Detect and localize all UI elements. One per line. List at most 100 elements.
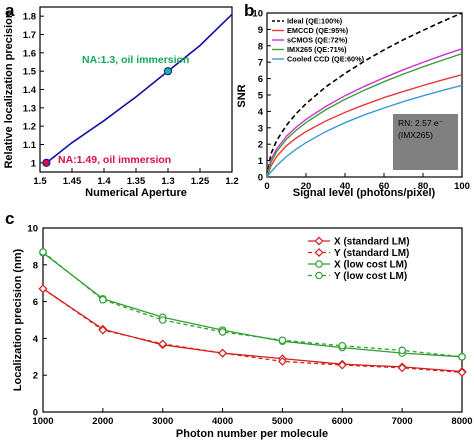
panel-b-ytick-label: 1: [258, 156, 264, 167]
panel-b-legend: Ideal (QE:100%)EMCCD (QE:95%)sCMOS (QE:7…: [272, 17, 365, 64]
panel-b-xtick-label: 80: [418, 181, 429, 192]
na-precision-line: [45, 13, 233, 164]
marker-y-standard-lm: [158, 339, 168, 349]
panel-a-ytick-label: 1.7: [23, 30, 36, 41]
panel-b-ytick-label: 0: [258, 173, 263, 184]
panel-a-ytick-label: 1.1: [23, 140, 37, 151]
panel-b-ytick-label: 8: [258, 41, 263, 52]
panel-a-chart: 1.5 1.45 1.4 1.35 1.3 1.25 1.2 1 1.1 1.2 1.3 1.4 1.5…: [3, 6, 239, 199]
panel-a-xtick-label: 1.4: [97, 176, 111, 187]
annotation-na-1-49: NA:1.49, oil immersion: [58, 154, 171, 166]
marker-y-standard-lm: [397, 363, 407, 373]
panel-a-letter: a: [5, 1, 15, 20]
snr-line-cooled-ccd-qe-60: [266, 84, 463, 178]
panel-b-xtick-label: 60: [379, 181, 390, 192]
panel-a-xtick-label: 1.3: [161, 176, 174, 187]
panel-c-xtick-label: 5000: [272, 416, 293, 427]
panel-c-xtick-label: 6000: [332, 416, 353, 427]
line-x-standard-lm: [42, 288, 463, 373]
marker-y-low-cost-lm: [99, 295, 107, 304]
legend-marker-y-low-cost-lm: [315, 271, 323, 280]
panel-b-xlabel: Signal level (photons/pixel): [293, 187, 436, 199]
marker-y-standard-lm: [277, 356, 287, 366]
panel-b-ytick-label: 3: [258, 123, 263, 134]
legend-label-scmos-qe-72: sCMOS (QE:72%): [287, 36, 348, 45]
legend-label-imx265-qe-71: IMX265 (QE:71%): [287, 45, 347, 54]
panel-a-xtick-label: 1.45: [63, 176, 82, 187]
panel-c-xtick-label: 8000: [451, 416, 472, 427]
annotation-na-1-3: NA:1.3, oil immersion: [82, 54, 189, 66]
panel-a-ytick-label: 1.3: [23, 103, 36, 114]
inset-camera-text: (IMX265): [398, 130, 433, 140]
panel-a-xtick-label: 1.25: [191, 176, 210, 187]
panel-b-letter: b: [244, 1, 254, 20]
snr-line-ideal-qe-100: [266, 12, 463, 178]
panel-c-legend: X (standard LM)Y (standard LM)X (low cos…: [308, 236, 410, 282]
panel-b-xtick-label: 100: [454, 181, 470, 192]
snr-line-scmos-qe-72: [266, 48, 463, 178]
panel-c-frame: [42, 227, 463, 413]
panel-a-ylabel: Relative localization precision: [3, 11, 15, 168]
marker-y-low-cost-lm: [158, 316, 167, 324]
panel-c-letter: c: [5, 209, 14, 228]
panel-b-ytick-label: 9: [258, 25, 263, 36]
marker-y-standard-lm: [337, 360, 347, 370]
legend-label-cooled-ccd-qe-60: Cooled CCD (QE:60%): [287, 55, 365, 64]
series-y-low-cost-lm: [39, 248, 466, 361]
panel-c-ytick-label: 2: [33, 371, 38, 382]
marker-y-low-cost-lm: [39, 248, 47, 256]
panel-b-ytick-label: 6: [258, 74, 263, 85]
marker-y-standard-lm: [98, 325, 108, 335]
panel-a-xtick-label: 1.35: [127, 176, 146, 187]
legend-label-ideal-qe-100: Ideal (QE:100%): [287, 17, 343, 26]
panel-c-xtick-label: 4000: [212, 416, 233, 427]
panel-c-ytick-label: 8: [33, 260, 38, 271]
panel-b-xtick-label: 40: [340, 181, 351, 192]
panel-c-xtick-label: 1000: [32, 416, 53, 427]
marker-y-standard-lm: [457, 367, 467, 377]
line-y-low-cost-lm: [42, 251, 463, 358]
panel-b-ytick-label: 7: [258, 58, 263, 69]
panel-b-xtick-label: 0: [264, 181, 269, 192]
panel-a-ytick-label: 1.4: [23, 85, 37, 96]
panel-c-ylabel: Localization precision (nm): [12, 248, 24, 391]
panel-a-ytick-label: 1: [31, 158, 37, 169]
noise-inset-image: [393, 114, 458, 170]
snr-line-emccd-qe-95: [266, 74, 463, 178]
marker-y-low-cost-lm: [218, 328, 227, 336]
legend-marker-x-standard-lm: [314, 236, 324, 246]
panel-c-ytick-label: 10: [27, 224, 38, 235]
marker-y-low-cost-lm: [398, 346, 406, 355]
panel-b-ytick-label: 5: [258, 91, 264, 102]
legend-label-y-standard-lm: Y (standard LM): [334, 248, 409, 259]
panel-c-xtick-label: 2000: [92, 416, 113, 427]
panel-a-ytick-label: 1.2: [23, 122, 36, 133]
panel-c-xtick-label: 3000: [152, 416, 173, 427]
panel-c-xlabel: Photon number per molecule: [176, 428, 328, 440]
panel-a-ytick-label: 1.8: [23, 12, 36, 23]
panel-b-xtick-label: 20: [301, 181, 312, 192]
marker-y-low-cost-lm: [338, 341, 347, 350]
panel-a-frame: [39, 6, 233, 173]
inset-rn-text: RN: 2.57 e⁻: [398, 118, 444, 128]
legend-label-y-low-cost-lm: Y (low cost LM): [334, 271, 407, 282]
na-point-1-49: [42, 158, 51, 167]
panel-b-ytick-label: 2: [258, 140, 263, 151]
marker-y-standard-lm: [38, 284, 48, 294]
panel-b-ylabel: SNR: [236, 84, 248, 107]
na-point-1-3: [163, 67, 173, 76]
panel-c-ytick-label: 6: [33, 297, 38, 308]
series-y-standard-lm: [38, 284, 467, 377]
panel-b-ytick-label: 10: [252, 9, 263, 20]
marker-y-low-cost-lm: [278, 336, 287, 345]
legend-label-x-standard-lm: X (standard LM): [334, 237, 410, 248]
legend-label-x-low-cost-lm: X (low cost LM): [334, 260, 407, 271]
marker-y-low-cost-lm: [458, 352, 466, 361]
marker-y-standard-lm: [218, 348, 228, 358]
panel-a-ytick-label: 1.5: [23, 67, 37, 78]
legend-marker-y-standard-lm: [314, 248, 324, 257]
panel-a-ytick-label: 1.6: [23, 48, 36, 59]
line-y-standard-lm: [42, 288, 463, 374]
legend-marker-x-low-cost-lm: [315, 260, 323, 268]
